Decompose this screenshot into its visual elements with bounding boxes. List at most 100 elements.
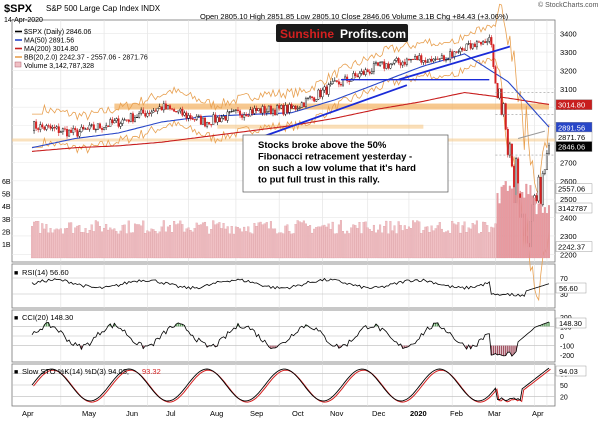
candle-body <box>92 124 95 130</box>
candle-body <box>539 176 542 205</box>
volume-bar <box>84 228 87 259</box>
volume-bar <box>407 226 410 259</box>
volume-bar <box>492 227 495 259</box>
volume-bar <box>142 220 145 259</box>
candle-body <box>346 76 349 82</box>
candle-body <box>195 115 198 120</box>
candle-body <box>154 110 157 112</box>
cci-tick: 0 <box>560 334 564 341</box>
volume-bar <box>317 226 320 259</box>
candle-body <box>216 117 219 123</box>
candle-body <box>111 119 114 124</box>
x-axis-label: Jun <box>126 409 138 418</box>
volume-bar <box>377 229 380 259</box>
volume-bar <box>465 232 468 259</box>
volume-bar <box>436 225 439 259</box>
volume-bar <box>321 225 324 259</box>
candle-body <box>179 108 182 112</box>
volume-tick-label: 3B <box>2 217 11 224</box>
volume-bar <box>228 233 231 259</box>
volume-bar <box>191 231 194 259</box>
price-label-text: 2846.06 <box>558 143 585 152</box>
candle-body <box>397 58 400 63</box>
candle-body <box>204 117 207 127</box>
candle-body <box>292 105 295 109</box>
candle-body <box>323 86 326 91</box>
volume-bar <box>129 232 132 259</box>
candle-body <box>325 86 328 95</box>
volume-tick-label: 2B <box>2 229 11 236</box>
volume-bar <box>247 226 250 259</box>
x-axis-label: Aug <box>210 409 223 418</box>
candle-body <box>500 88 503 115</box>
volume-bar <box>307 226 310 259</box>
candle-body <box>548 145 551 154</box>
volume-bar <box>53 229 56 259</box>
price-label-text: 2557.06 <box>558 185 585 194</box>
candle-body <box>508 143 511 156</box>
volume-bar <box>214 224 217 259</box>
candle-body <box>362 71 365 75</box>
candle-body <box>405 58 408 65</box>
volume-bar <box>442 232 445 259</box>
candle-body <box>294 105 297 110</box>
volume-bar <box>236 227 239 259</box>
candle-body <box>191 118 194 120</box>
candle-body <box>78 131 81 137</box>
volume-bar <box>315 227 318 259</box>
candle-body <box>160 106 163 111</box>
volume-bar <box>457 222 460 259</box>
volume-bar <box>131 232 134 259</box>
candle-body <box>201 117 204 125</box>
volume-bar <box>331 221 334 259</box>
x-axis-label: May <box>82 409 96 418</box>
volume-bar <box>484 222 487 259</box>
volume-bar <box>350 227 353 259</box>
volume-bar <box>107 229 110 259</box>
volume-bar <box>218 222 221 259</box>
volume-bar <box>162 220 165 259</box>
candle-body <box>193 119 196 121</box>
volume-bar <box>440 228 443 259</box>
candle-body <box>447 59 450 61</box>
bb-lower-band <box>32 57 550 302</box>
volume-tick-label: 4B <box>2 204 11 211</box>
candle-body <box>199 115 202 125</box>
sto-tick: 20 <box>560 394 568 401</box>
price-tick-label: 3100 <box>560 85 577 94</box>
candle-body <box>123 119 126 121</box>
candle-body <box>68 129 71 137</box>
volume-bar <box>187 227 190 259</box>
volume-bar <box>366 227 369 259</box>
volume-bar <box>389 221 392 259</box>
candle-body <box>391 62 394 65</box>
cci-label: CCI(20) 148.30 <box>22 313 73 322</box>
brand-profits: Profits.com <box>340 27 406 41</box>
volume-bar <box>249 232 252 259</box>
volume-bar <box>80 232 83 259</box>
candle-body <box>486 41 489 44</box>
candle-body <box>377 62 380 66</box>
volume-bar <box>397 221 400 259</box>
candle-body <box>239 110 242 116</box>
candle-body <box>313 97 316 102</box>
price-label-box <box>555 183 593 194</box>
candle-body <box>117 118 120 127</box>
annotation-pointer <box>517 130 546 139</box>
volume-bar <box>49 228 52 259</box>
volume-bar <box>288 231 291 259</box>
ma200-line <box>31 91 550 152</box>
candle-body <box>329 83 332 85</box>
candle-body <box>171 108 174 110</box>
candle-body <box>424 60 427 63</box>
candle-body <box>504 103 507 130</box>
volume-bar <box>119 230 122 259</box>
volume-label-box <box>555 202 593 214</box>
volume-bar <box>160 226 163 259</box>
volume-bar <box>125 233 128 259</box>
candle-body <box>236 109 239 112</box>
volume-bar <box>63 228 66 259</box>
candle-body <box>352 73 355 80</box>
volume-bar <box>59 228 62 259</box>
candle-body <box>208 122 211 125</box>
